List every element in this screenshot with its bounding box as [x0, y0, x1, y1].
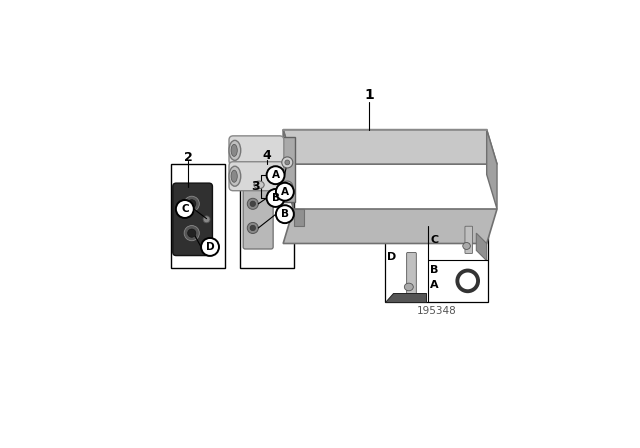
- Circle shape: [267, 189, 285, 207]
- Circle shape: [176, 200, 194, 218]
- FancyBboxPatch shape: [406, 253, 416, 299]
- FancyBboxPatch shape: [243, 186, 273, 249]
- Circle shape: [247, 198, 259, 209]
- Text: B: B: [281, 209, 289, 219]
- Polygon shape: [486, 129, 497, 209]
- Text: C: C: [181, 204, 189, 214]
- FancyBboxPatch shape: [465, 226, 472, 254]
- Text: A: A: [281, 187, 289, 197]
- Polygon shape: [294, 209, 304, 226]
- Polygon shape: [385, 293, 426, 302]
- FancyBboxPatch shape: [229, 136, 284, 165]
- Bar: [240, 164, 294, 267]
- FancyBboxPatch shape: [229, 162, 284, 191]
- Ellipse shape: [231, 170, 237, 182]
- Circle shape: [203, 216, 210, 223]
- Ellipse shape: [229, 140, 241, 160]
- Ellipse shape: [229, 166, 241, 186]
- Text: 4: 4: [262, 149, 271, 162]
- Circle shape: [276, 205, 294, 223]
- Ellipse shape: [463, 242, 470, 250]
- Circle shape: [267, 166, 285, 184]
- Text: A: A: [430, 280, 439, 290]
- Text: A: A: [271, 170, 280, 180]
- Circle shape: [188, 200, 196, 208]
- Polygon shape: [283, 209, 497, 244]
- FancyBboxPatch shape: [173, 183, 212, 255]
- Ellipse shape: [254, 181, 264, 189]
- Ellipse shape: [231, 144, 237, 156]
- Circle shape: [184, 225, 199, 241]
- Bar: [385, 226, 488, 302]
- Text: B: B: [271, 193, 280, 203]
- Polygon shape: [283, 129, 294, 209]
- Polygon shape: [283, 129, 497, 164]
- Circle shape: [285, 184, 290, 189]
- Circle shape: [250, 201, 255, 207]
- Bar: [171, 164, 225, 267]
- Circle shape: [188, 229, 196, 237]
- Circle shape: [247, 223, 259, 233]
- Text: 1: 1: [365, 88, 374, 102]
- FancyBboxPatch shape: [278, 137, 295, 202]
- Circle shape: [276, 183, 294, 201]
- Text: 195348: 195348: [417, 306, 456, 316]
- Text: B: B: [430, 265, 438, 275]
- Ellipse shape: [404, 283, 413, 291]
- Circle shape: [184, 196, 199, 211]
- Text: D: D: [387, 252, 396, 262]
- Circle shape: [250, 225, 255, 231]
- Polygon shape: [476, 233, 486, 261]
- Text: C: C: [430, 235, 438, 245]
- Circle shape: [282, 157, 293, 168]
- Text: 2: 2: [184, 151, 193, 164]
- Circle shape: [285, 160, 290, 165]
- Circle shape: [201, 238, 219, 256]
- Text: 3: 3: [252, 180, 260, 193]
- Text: D: D: [205, 242, 214, 252]
- Circle shape: [282, 181, 293, 192]
